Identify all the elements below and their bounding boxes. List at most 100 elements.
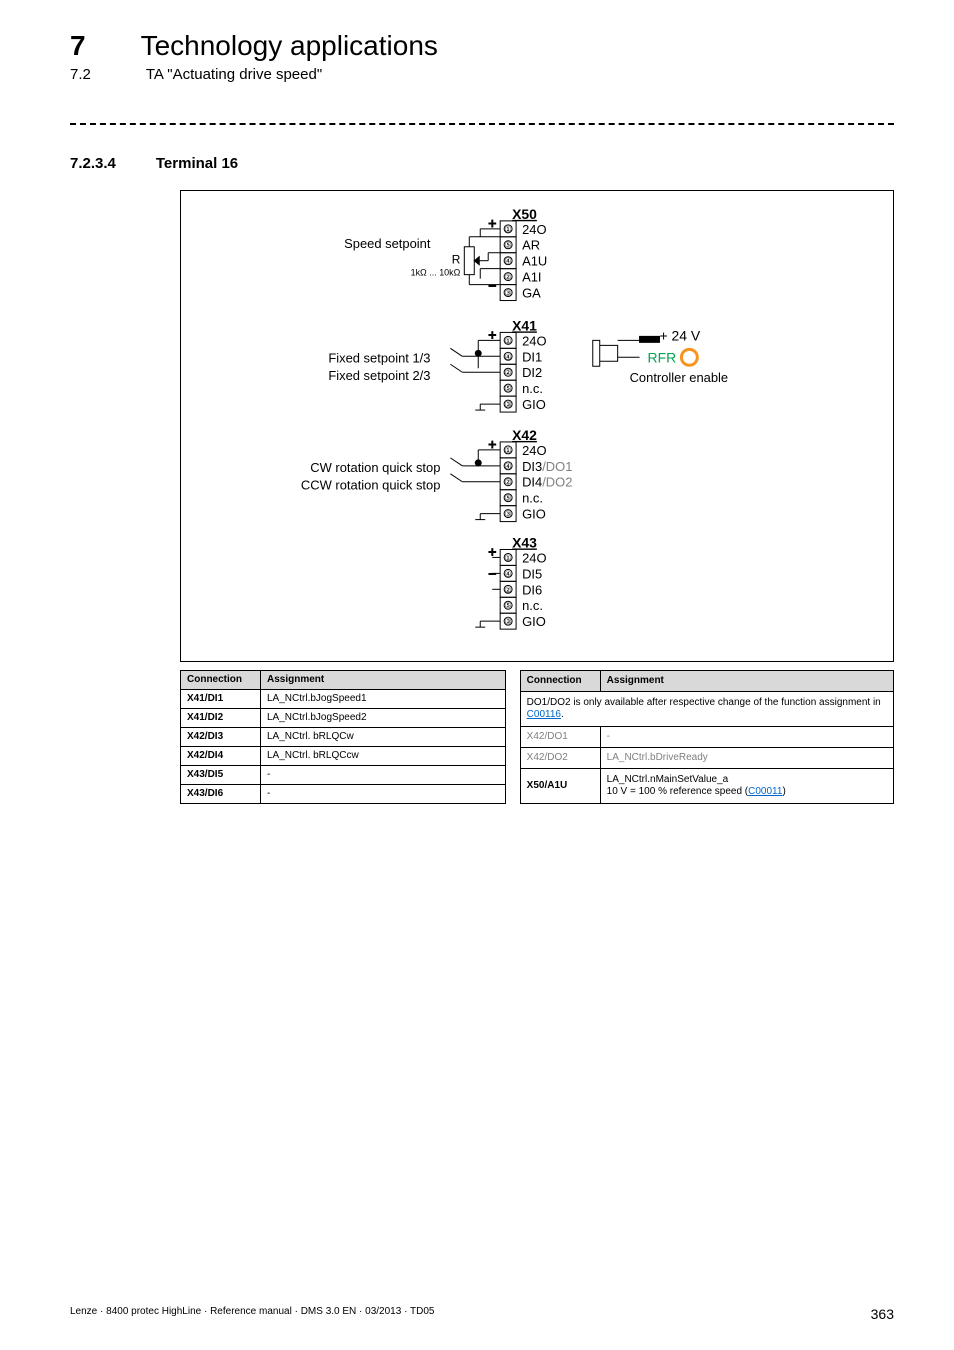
cell-connection: X42/DI4 xyxy=(181,747,261,766)
cell-assignment: LA_NCtrl.bJogSpeed1 xyxy=(261,690,506,709)
svg-text:A1I: A1I xyxy=(522,270,541,285)
cell-assignment: LA_NCtrl. bRLQCw xyxy=(261,728,506,747)
svg-text:①: ① xyxy=(505,553,512,562)
svg-text:R: R xyxy=(452,253,461,267)
cell-connection: X42/DI3 xyxy=(181,728,261,747)
table-row: X42/DI4LA_NCtrl. bRLQCcw xyxy=(181,747,506,766)
cell-assignment: LA_NCtrl.bDriveReady xyxy=(600,748,893,769)
svg-text:CCW rotation quick stop: CCW rotation quick stop xyxy=(301,478,441,493)
svg-text:DI1: DI1 xyxy=(522,349,542,364)
svg-text:⑤: ⑤ xyxy=(505,494,512,503)
cell-assignment: - xyxy=(261,785,506,804)
svg-text:②: ② xyxy=(505,273,512,282)
svg-text:③: ③ xyxy=(505,400,512,409)
svg-text:①: ① xyxy=(505,225,512,234)
svg-text:①: ① xyxy=(505,336,512,345)
subchapter-number: 7.2 xyxy=(70,66,91,83)
subchapter-title: TA "Actuating drive speed" xyxy=(146,66,322,83)
table-header: Assignment xyxy=(261,671,506,690)
cell-connection: X41/DI1 xyxy=(181,690,261,709)
svg-text:X41: X41 xyxy=(512,317,537,333)
table-header: Connection xyxy=(520,671,600,692)
svg-text:②: ② xyxy=(505,585,512,594)
connection-table-left: Connection Assignment X41/DI1LA_NCtrl.bJ… xyxy=(180,670,506,804)
svg-text:DI4/DO2: DI4/DO2 xyxy=(522,475,572,490)
svg-text:GIO: GIO xyxy=(522,507,546,522)
horizontal-rule xyxy=(70,123,894,125)
svg-text:Fixed setpoint 1/3: Fixed setpoint 1/3 xyxy=(328,350,430,365)
svg-text:④: ④ xyxy=(505,352,512,361)
svg-text:CW rotation quick stop: CW rotation quick stop xyxy=(310,460,440,475)
cell-connection: X41/DI2 xyxy=(181,709,261,728)
svg-text:④: ④ xyxy=(505,569,512,578)
svg-text:+ 24 V: + 24 V xyxy=(659,327,700,343)
svg-text:DI5: DI5 xyxy=(522,566,542,581)
cell-connection: X42/DO1 xyxy=(520,726,600,747)
svg-text:GIO: GIO xyxy=(522,397,546,412)
svg-text:⑤: ⑤ xyxy=(505,241,512,250)
cell-assignment: - xyxy=(600,726,893,747)
svg-text:⑤: ⑤ xyxy=(505,384,512,393)
svg-text:n.c.: n.c. xyxy=(522,598,543,613)
svg-text:AR: AR xyxy=(522,238,540,253)
svg-text:GIO: GIO xyxy=(522,614,546,629)
table-note: DO1/DO2 is only available after respecti… xyxy=(520,692,893,727)
svg-text:DI3/DO1: DI3/DO1 xyxy=(522,459,572,474)
svg-text:DI2: DI2 xyxy=(522,365,542,380)
svg-text:③: ③ xyxy=(505,617,512,626)
svg-text:GA: GA xyxy=(522,286,541,301)
svg-text:n.c.: n.c. xyxy=(522,381,543,396)
table-row: X42/DO2LA_NCtrl.bDriveReady xyxy=(520,748,893,769)
cell-assignment: - xyxy=(261,766,506,785)
svg-text:③: ③ xyxy=(505,289,512,298)
footer-text: Lenze · 8400 protec HighLine · Reference… xyxy=(70,1306,434,1322)
svg-text:X42: X42 xyxy=(512,427,537,443)
svg-text:Controller enable: Controller enable xyxy=(630,370,729,385)
svg-text:24O: 24O xyxy=(522,333,546,348)
svg-text:X43: X43 xyxy=(512,534,537,550)
svg-text:24O: 24O xyxy=(522,222,546,237)
svg-text:①: ① xyxy=(505,446,512,455)
svg-text:Fixed setpoint 2/3: Fixed setpoint 2/3 xyxy=(328,368,430,383)
svg-text:③: ③ xyxy=(505,510,512,519)
svg-text:RFR: RFR xyxy=(648,349,677,365)
svg-text:X50: X50 xyxy=(512,206,537,222)
link-c00116[interactable]: C00116 xyxy=(527,709,561,720)
table-row: X43/DI6- xyxy=(181,785,506,804)
connection-table-right: Connection Assignment DO1/DO2 is only av… xyxy=(520,670,894,804)
link-c00011[interactable]: C00011 xyxy=(748,786,782,797)
table-row: X42/DO1- xyxy=(520,726,893,747)
svg-text:n.c.: n.c. xyxy=(522,491,543,506)
chapter-number: 7 xyxy=(70,30,86,62)
svg-text:−: − xyxy=(488,278,496,294)
svg-text:④: ④ xyxy=(505,257,512,266)
cell-connection: X50/A1U xyxy=(520,769,600,804)
wiring-diagram: X50 Speed setpoint R 1kΩ ... 10kΩ ① 24O ⑤… xyxy=(180,190,894,662)
cell-connection: X43/DI5 xyxy=(181,766,261,785)
cell-assignment: LA_NCtrl. bRLQCcw xyxy=(261,747,506,766)
cell-connection: X42/DO2 xyxy=(520,748,600,769)
section-title: Terminal 16 xyxy=(156,155,238,172)
table-header: Connection xyxy=(181,671,261,690)
svg-text:1kΩ ... 10kΩ: 1kΩ ... 10kΩ xyxy=(411,268,461,278)
chapter-title: Technology applications xyxy=(141,30,438,62)
cell-assignment: LA_NCtrl.bJogSpeed2 xyxy=(261,709,506,728)
svg-text:A1U: A1U xyxy=(522,254,547,269)
page-number: 363 xyxy=(871,1306,894,1322)
table-row: X42/DI3LA_NCtrl. bRLQCw xyxy=(181,728,506,747)
svg-text:Speed setpoint: Speed setpoint xyxy=(344,236,431,251)
svg-text:②: ② xyxy=(505,368,512,377)
section-number: 7.2.3.4 xyxy=(70,155,116,172)
svg-text:②: ② xyxy=(505,478,512,487)
table-row: X41/DI1LA_NCtrl.bJogSpeed1 xyxy=(181,690,506,709)
table-row: X41/DI2LA_NCtrl.bJogSpeed2 xyxy=(181,709,506,728)
svg-text:24O: 24O xyxy=(522,550,546,565)
svg-text:DI6: DI6 xyxy=(522,582,542,597)
table-row: X43/DI5- xyxy=(181,766,506,785)
table-row: X50/A1ULA_NCtrl.nMainSetValue_a10 V = 10… xyxy=(520,769,893,804)
svg-text:④: ④ xyxy=(505,462,512,471)
cell-connection: X43/DI6 xyxy=(181,785,261,804)
svg-text:⑤: ⑤ xyxy=(505,601,512,610)
table-header: Assignment xyxy=(600,671,893,692)
cell-assignment: LA_NCtrl.nMainSetValue_a10 V = 100 % ref… xyxy=(600,769,893,804)
